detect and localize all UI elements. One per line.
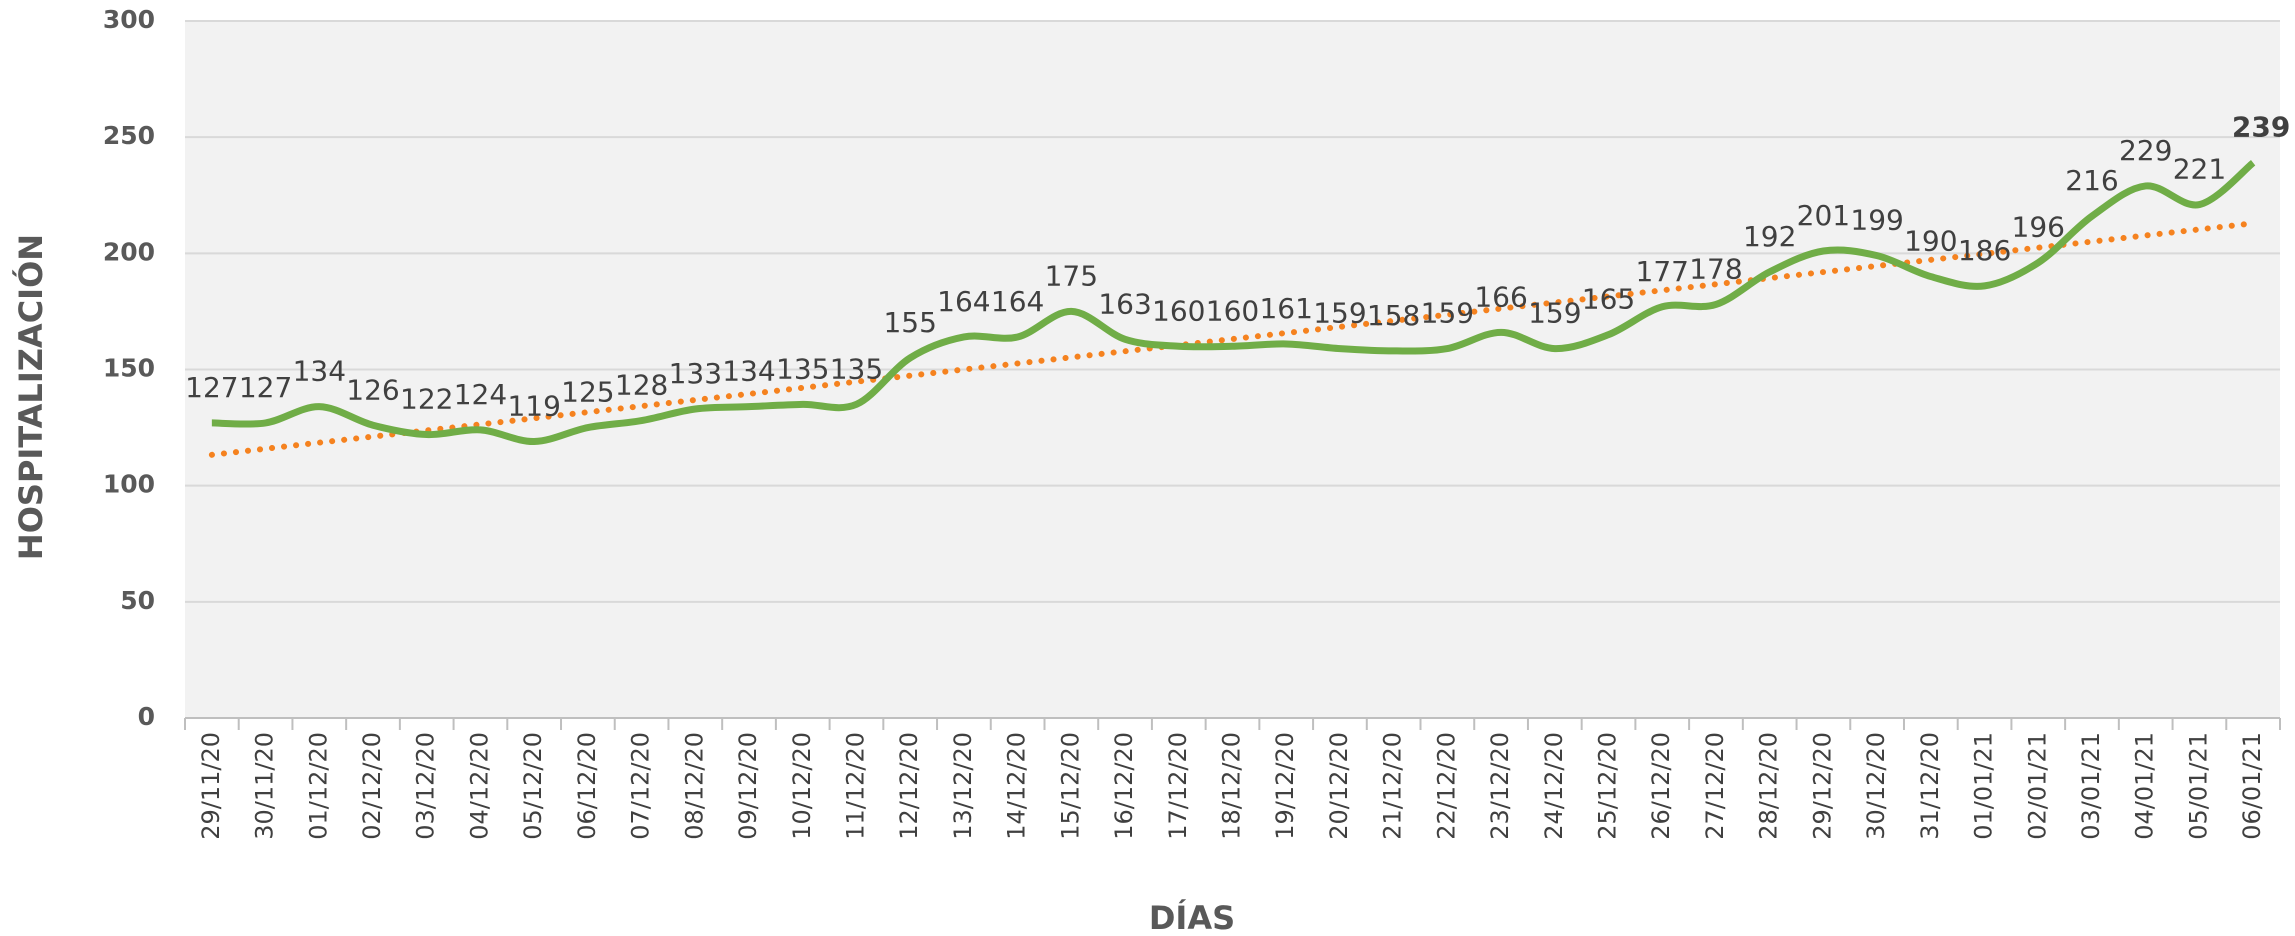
data-label: 175 [1045,259,1098,292]
x-tick-label: 10/12/20 [788,732,816,840]
x-tick-label: 01/12/20 [304,732,332,840]
x-tick-label: 27/12/20 [1701,732,1729,840]
x-tick-label: 01/01/21 [1970,732,1998,840]
data-label: 127 [185,371,238,404]
y-axis-title: HOSPITALIZACIÓN [11,234,50,560]
x-tick-label: 05/01/21 [2184,732,2212,840]
x-tick-label: 07/12/20 [627,732,655,840]
data-label: 160 [1152,294,1205,327]
x-tick-label: 04/12/20 [465,732,493,840]
data-label: 135 [830,352,883,385]
x-tick-label: 14/12/20 [1003,732,1031,840]
x-tick-label: 28/12/20 [1755,732,1783,840]
data-label: 134 [293,355,346,388]
x-tick-label: 15/12/20 [1056,732,1084,840]
x-tick-label: 12/12/20 [895,732,923,840]
line-series [211,159,2256,446]
x-tick-label: 24/12/20 [1540,732,1568,840]
data-label: 160 [1206,294,1259,327]
x-tick-label: 09/12/20 [734,732,762,840]
y-tick-label: 300 [103,5,155,34]
data-label: 186 [1958,234,2011,267]
x-tick-label: 29/12/20 [1808,732,1836,840]
x-tick-label: 26/12/20 [1647,732,1675,840]
data-label: 159 [1421,297,1474,330]
data-label: 166 [1474,280,1527,313]
x-tick-label: 04/01/21 [2131,732,2159,840]
y-tick-label: 150 [103,354,155,383]
x-tick-label: 31/12/20 [1916,732,1944,840]
data-label: 178 [1689,252,1742,285]
data-label: 159 [1528,297,1581,330]
data-label: 134 [722,355,775,388]
data-label: 128 [615,369,668,402]
x-tick-label: 06/01/21 [2238,732,2266,840]
x-tick-label: 02/12/20 [358,732,386,840]
data-label: 165 [1582,283,1635,316]
x-tick-label: 16/12/20 [1110,732,1138,840]
y-tick-label: 100 [103,470,155,499]
x-tick-label: 17/12/20 [1164,732,1192,840]
data-label: 125 [561,376,614,409]
data-label: 159 [1313,297,1366,330]
x-tick-label: 06/12/20 [573,732,601,840]
x-tick-label: 03/12/20 [412,732,440,840]
x-tick-label: 02/01/21 [2023,732,2051,840]
data-label: 158 [1367,299,1420,332]
data-label: 135 [776,352,829,385]
data-label: 122 [400,383,453,416]
data-label: 201 [1797,199,1850,232]
x-tick-label: 20/12/20 [1325,732,1353,840]
y-tick-label: 0 [138,702,155,731]
x-tick-label: 03/01/21 [2077,732,2105,840]
x-tick-label: 30/12/20 [1862,732,1890,840]
data-label: 229 [2119,134,2172,167]
data-label: 127 [239,371,292,404]
data-label: 164 [937,285,990,318]
x-tick-label: 29/11/20 [197,732,225,840]
x-tick-label: 22/12/20 [1432,732,1460,840]
data-label: 164 [991,285,1044,318]
x-tick-label: 25/12/20 [1594,732,1622,840]
x-tick-label: 08/12/20 [680,732,708,840]
x-tick-label: 05/12/20 [519,732,547,840]
x-tick-label: 13/12/20 [949,732,977,840]
data-label: 216 [2065,164,2118,197]
data-label: 133 [669,357,722,390]
trendline [208,220,2257,458]
x-axis-title: DÍAS [1149,899,1235,936]
data-label: 239 [2232,111,2290,144]
data-label: 155 [883,306,936,339]
y-tick-label: 250 [103,121,155,150]
data-label: 192 [1743,220,1796,253]
y-tick-label: 200 [103,237,155,266]
y-tick-label: 50 [120,586,155,615]
x-tick-label: 18/12/20 [1218,732,1246,840]
data-label: 190 [1904,225,1957,258]
x-tick-label: 11/12/20 [841,732,869,840]
data-label: 196 [2012,211,2065,244]
data-label: 163 [1098,287,1151,320]
data-label: 221 [2173,153,2226,186]
data-label: 199 [1850,204,1903,237]
data-label: 124 [454,378,507,411]
data-label: 126 [346,373,399,406]
data-label: 161 [1259,292,1312,325]
data-label: 177 [1636,255,1689,288]
x-tick-label: 21/12/20 [1379,732,1407,840]
data-label: 119 [507,390,560,423]
x-tick-label: 23/12/20 [1486,732,1514,840]
x-tick-label: 19/12/20 [1271,732,1299,840]
x-tick-label: 30/11/20 [251,732,279,840]
